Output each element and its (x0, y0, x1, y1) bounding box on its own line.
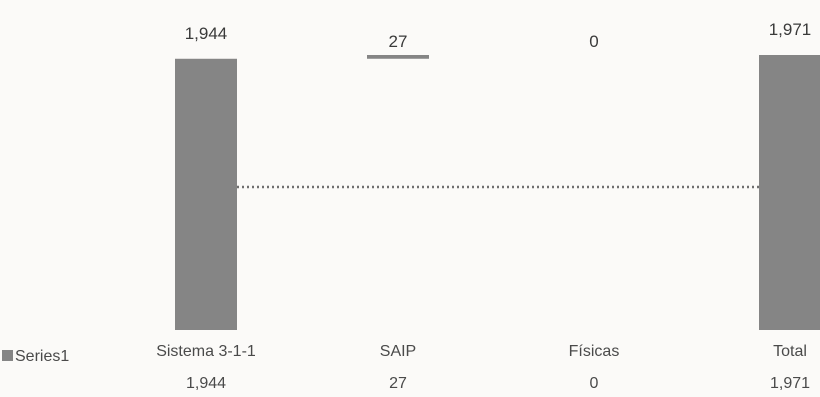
category-label: Total (773, 343, 807, 360)
legend: Series1 (2, 348, 69, 365)
category-labels-layer: Sistema 3-1-1 SAIP Físicas Total (156, 343, 807, 360)
bar-sistema-3-1-1 (175, 58, 237, 331)
table-value: 1,944 (186, 375, 226, 392)
legend-key (2, 350, 13, 361)
bar-saip (367, 55, 429, 59)
table-value: 1,971 (770, 375, 810, 392)
data-label: 1,944 (185, 24, 228, 43)
data-label: 0 (589, 32, 598, 51)
data-table-row: 1,944 27 0 1,971 (186, 375, 810, 392)
category-label: SAIP (380, 343, 416, 360)
bars-layer (175, 55, 820, 331)
table-value: 27 (389, 375, 407, 392)
legend-label: Series1 (15, 348, 69, 365)
table-value: 0 (590, 375, 599, 392)
data-labels-layer: 1,944 27 0 1,971 (185, 20, 812, 51)
bar-total (759, 55, 820, 330)
category-label: Sistema 3-1-1 (156, 343, 256, 360)
category-label: Físicas (569, 343, 620, 360)
data-label: 27 (389, 32, 408, 51)
data-label: 1,971 (769, 20, 812, 39)
